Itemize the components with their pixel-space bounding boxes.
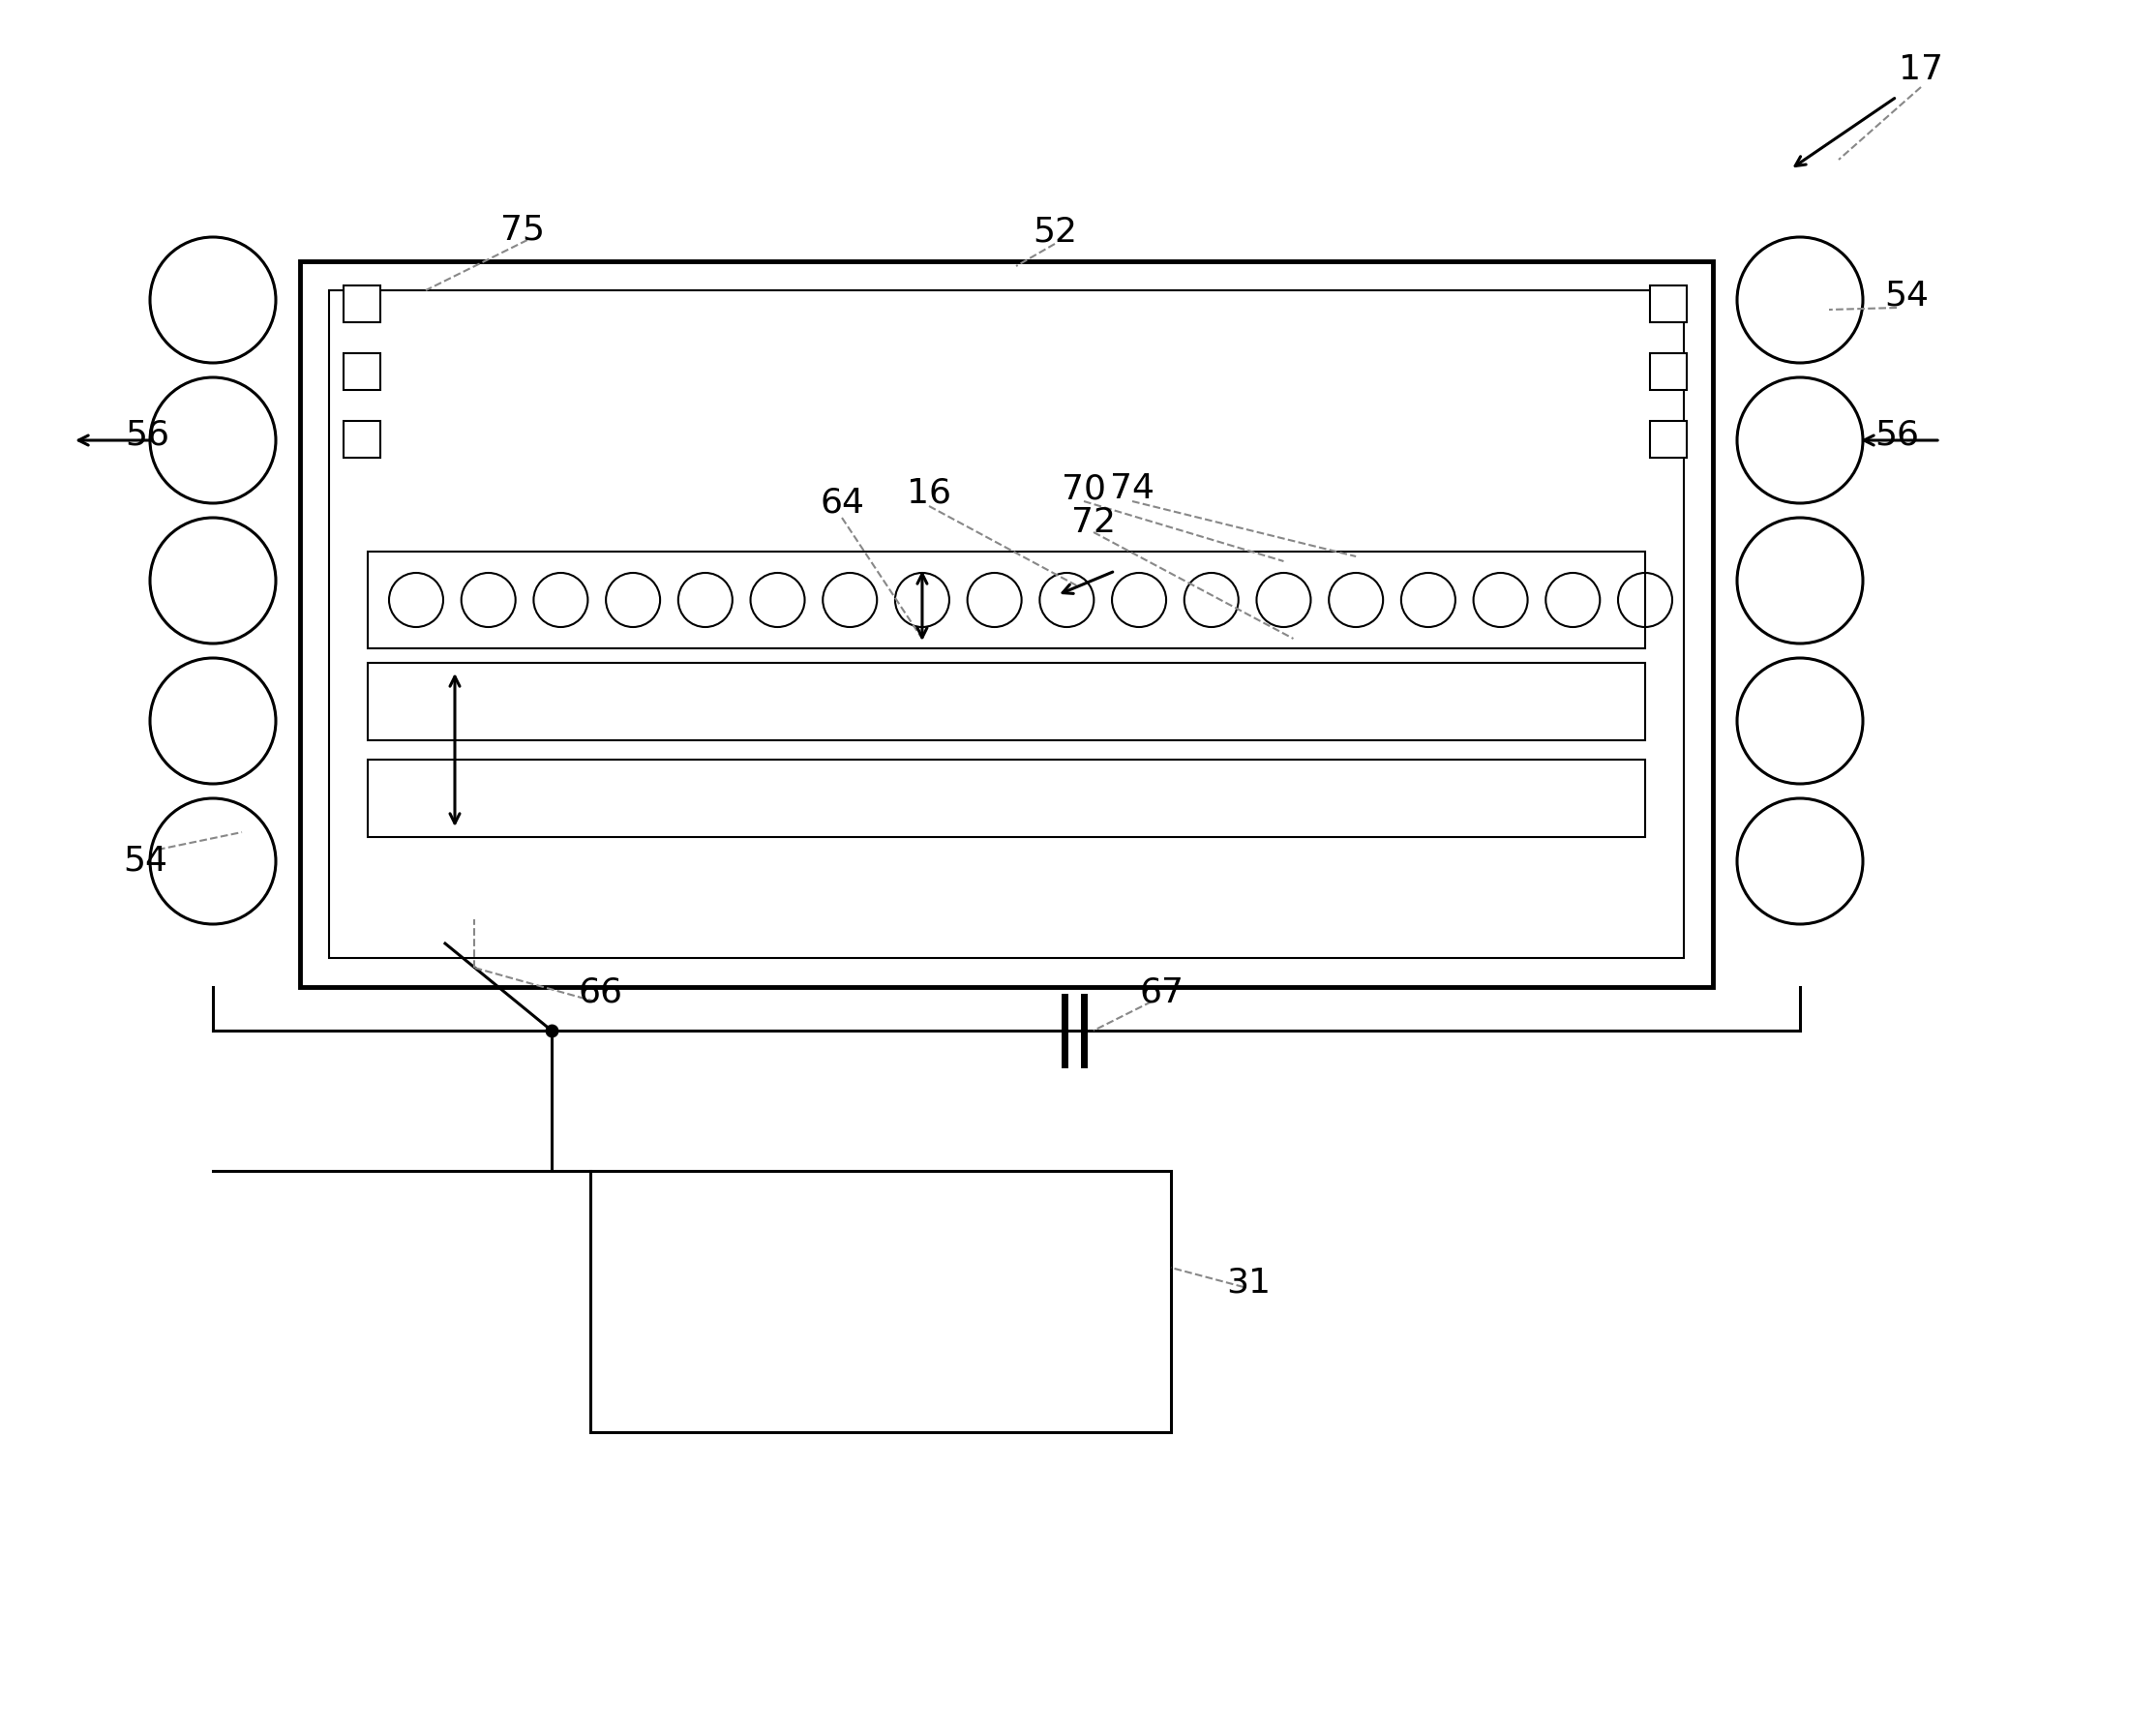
Text: 67: 67 <box>1139 976 1184 1009</box>
Bar <box>1650 420 1686 458</box>
Text: 64: 64 <box>820 486 864 519</box>
Bar <box>343 352 381 391</box>
Text: 56: 56 <box>126 418 170 451</box>
Bar <box>343 420 381 458</box>
Bar <box>300 262 1714 988</box>
Bar <box>1650 352 1686 391</box>
Bar <box>368 552 1646 648</box>
Text: 56: 56 <box>1874 418 1918 451</box>
Text: 31: 31 <box>1226 1266 1271 1299</box>
Bar <box>343 285 381 323</box>
Text: 16: 16 <box>907 477 952 510</box>
Text: 66: 66 <box>577 976 622 1009</box>
Text: 52: 52 <box>1033 215 1077 248</box>
Text: 70: 70 <box>1062 472 1107 505</box>
Text: 54: 54 <box>1884 279 1929 311</box>
Bar <box>330 290 1684 958</box>
Text: 75: 75 <box>500 214 545 247</box>
Text: 54: 54 <box>123 845 168 878</box>
Bar <box>590 1170 1171 1432</box>
Bar <box>368 663 1646 740</box>
Text: 17: 17 <box>1899 54 1944 87</box>
Text: 74: 74 <box>1109 472 1154 505</box>
Bar <box>368 760 1646 837</box>
Bar <box>1650 285 1686 323</box>
Text: 72: 72 <box>1071 507 1116 538</box>
